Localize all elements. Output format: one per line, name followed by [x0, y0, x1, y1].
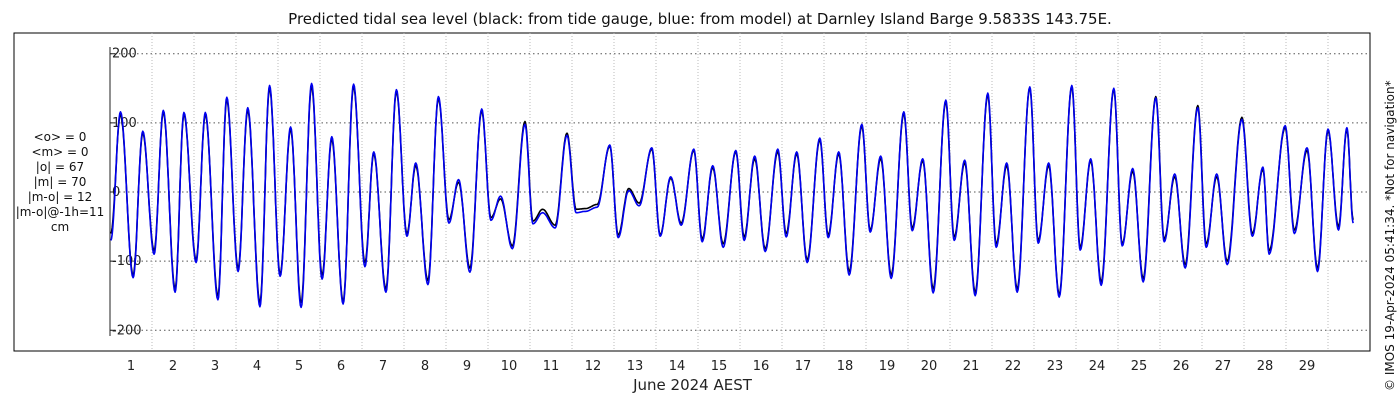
y-tick-label: 200 — [112, 47, 137, 62]
x-tick-label: 25 — [1131, 359, 1148, 374]
x-tick-label: 7 — [379, 359, 387, 374]
stat-line: |o| = 67 — [35, 160, 85, 174]
y-tick-label: 100 — [112, 116, 137, 131]
x-tick-label: 27 — [1215, 359, 1232, 374]
x-tick-label: 28 — [1257, 359, 1274, 374]
y-ticks: -200 -100 0 100 200 — [110, 47, 142, 338]
statistics-panel: <o> = 0 <m> = 0 |o| = 67 |m| = 70 |m-o| = 12… — [10, 130, 110, 235]
x-tick-label: 11 — [543, 359, 560, 374]
x-tick-label: 9 — [463, 359, 471, 374]
x-tick-label: 3 — [211, 359, 219, 374]
x-tick-label: 5 — [295, 359, 303, 374]
x-tick-label: 14 — [669, 359, 686, 374]
stat-line: cm — [50, 220, 70, 234]
x-tick-label: 26 — [1173, 359, 1190, 374]
x-tick-label: 19 — [879, 359, 896, 374]
x-tick-label: 29 — [1299, 359, 1316, 374]
series-line-model — [110, 82, 1354, 309]
plot-frame — [13, 32, 1371, 352]
x-tick-label: 8 — [421, 359, 429, 374]
stat-line: |m-o|@-1h=11 — [15, 205, 105, 219]
x-tick-label: 20 — [921, 359, 938, 374]
stat-line: |m| = 70 — [33, 175, 87, 189]
x-tick-label: 21 — [963, 359, 980, 374]
y-tick-label: 0 — [112, 185, 120, 200]
series-line-observed — [110, 86, 1354, 304]
x-tick-label: 22 — [1005, 359, 1022, 374]
x-tick-label: 1 — [127, 359, 135, 374]
x-tick-label: 13 — [627, 359, 644, 374]
x-tick-label: 18 — [837, 359, 854, 374]
stat-line: |m-o| = 12 — [27, 190, 93, 204]
x-tick-label: 15 — [711, 359, 728, 374]
stat-line: <m> = 0 — [31, 145, 89, 159]
x-tick-label: 23 — [1047, 359, 1064, 374]
x-tick-label: 17 — [795, 359, 812, 374]
stat-line: <o> = 0 — [33, 130, 87, 144]
x-tick-label: 4 — [253, 359, 261, 374]
copyright-notice: © IMOS 19-Apr-2024 05:41:34. *Not for na… — [1383, 80, 1397, 391]
x-ticks: 1 2 3 4 5 6 7 8 9 10 11 12 13 14 15 16 17 18 19 20 21 22 23 24 2… — [127, 359, 1315, 374]
x-tick-label: 24 — [1089, 359, 1106, 374]
y-tick-label: -100 — [112, 254, 142, 269]
y-tick-label: -200 — [112, 323, 142, 338]
x-axis-label: June 2024 AEST — [633, 376, 752, 394]
chart-title: Predicted tidal sea level (black: from t… — [288, 10, 1112, 28]
series-lines — [110, 82, 1354, 309]
x-tick-label: 16 — [753, 359, 770, 374]
x-tick-label: 6 — [337, 359, 345, 374]
x-tick-label: 2 — [169, 359, 177, 374]
x-tick-label: 12 — [585, 359, 602, 374]
x-tick-label: 10 — [501, 359, 518, 374]
